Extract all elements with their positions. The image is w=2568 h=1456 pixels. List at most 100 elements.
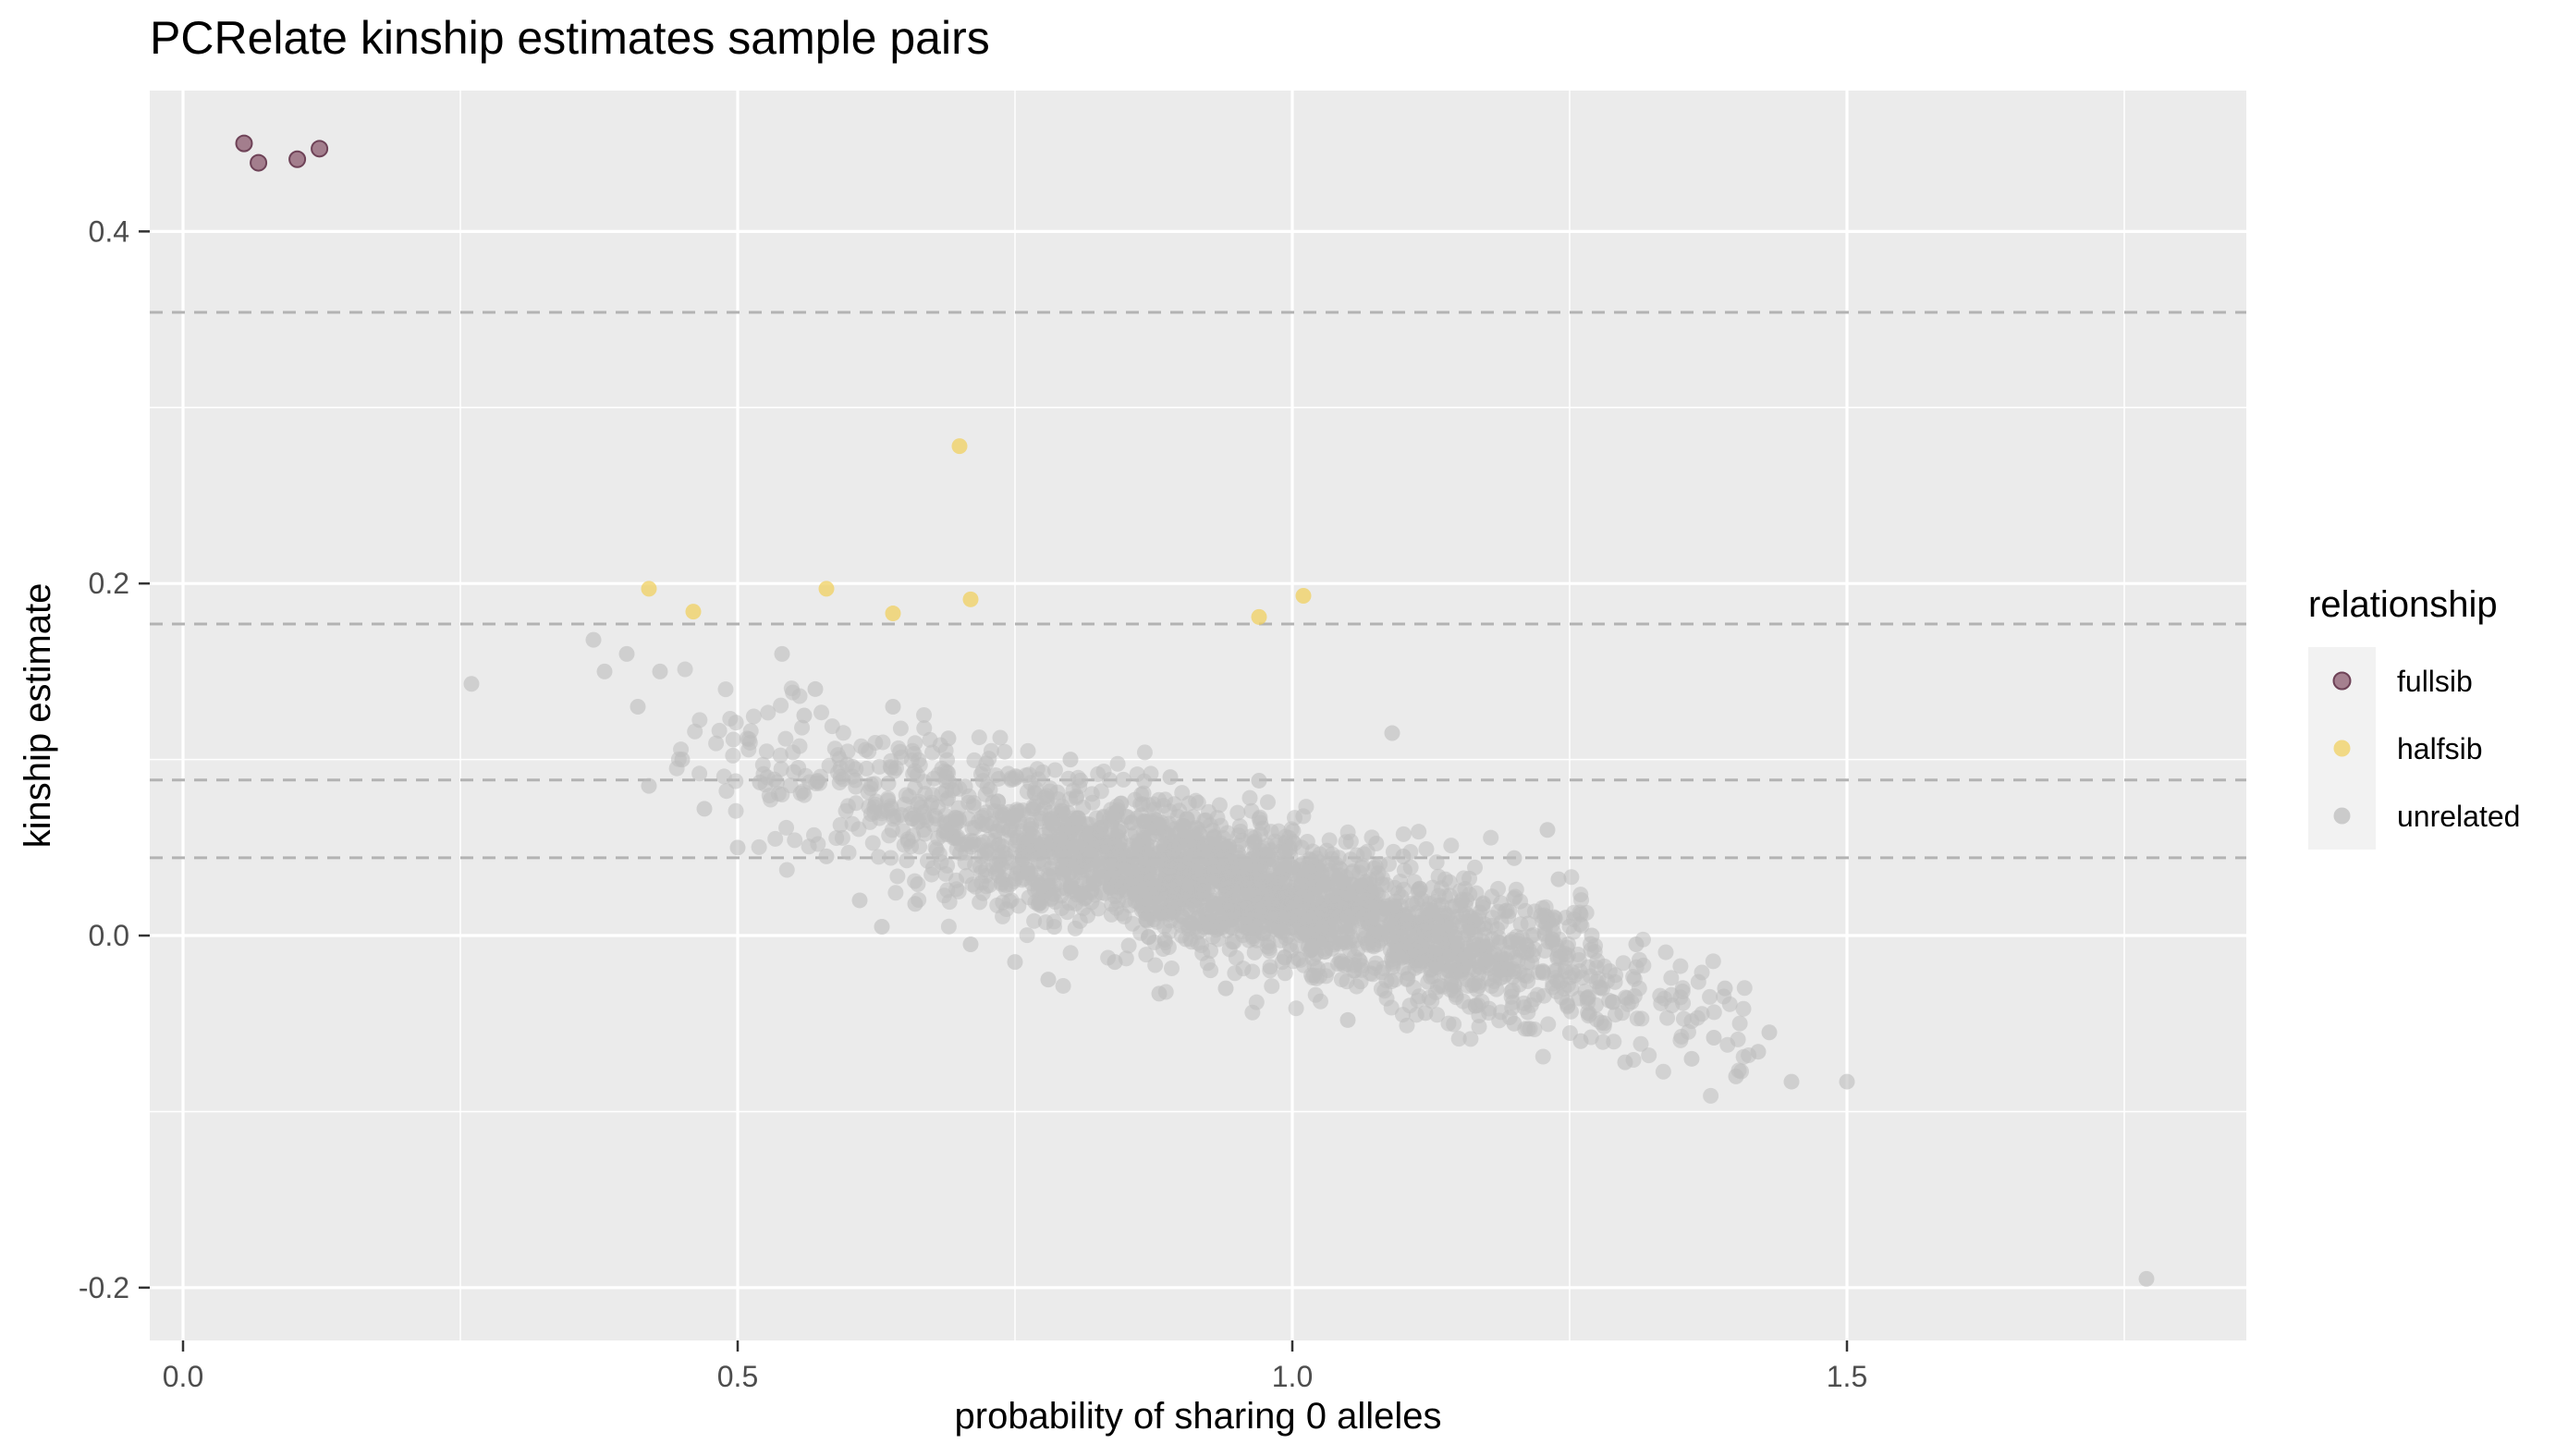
unrelated-cloud-point <box>1244 963 1261 980</box>
unrelated-cloud-point <box>1353 958 1370 974</box>
unrelated-point <box>1339 1011 1356 1028</box>
unrelated-cloud-point <box>1252 809 1268 826</box>
unrelated-cloud-point <box>1467 912 1484 928</box>
unrelated-cloud-point <box>1399 936 1415 953</box>
halfsib-point <box>951 438 968 455</box>
unrelated-cloud-point <box>1298 872 1315 888</box>
unrelated-cloud-point <box>1411 988 1427 1005</box>
unrelated-point <box>885 698 901 715</box>
unrelated-cloud-point <box>1109 893 1126 910</box>
unrelated-cloud-point <box>857 741 874 758</box>
unrelated-cloud-point <box>1192 850 1209 867</box>
fullsib-point <box>250 153 268 172</box>
unrelated-cloud-point <box>892 720 909 737</box>
unrelated-cloud-point <box>1141 929 1157 946</box>
unrelated-cloud-point <box>758 743 775 760</box>
unrelated-cloud-point <box>1524 947 1541 963</box>
unrelated-cloud-point <box>813 768 829 785</box>
unrelated-cloud-point <box>1633 1035 1649 1052</box>
unrelated-cloud-point <box>1253 879 1269 896</box>
unrelated-cloud-point <box>1003 770 1020 787</box>
unrelated-cloud-point <box>1216 877 1232 894</box>
unrelated-cloud-point <box>1481 1000 1498 1017</box>
unrelated-cloud-point <box>1042 780 1058 797</box>
unrelated-cloud-point <box>927 839 944 856</box>
unrelated-cloud-point <box>1544 917 1560 934</box>
unrelated-cloud-point <box>995 908 1011 924</box>
legend: relationship fullsib halfsib unrelated <box>2308 584 2520 850</box>
unrelated-cloud-point <box>715 768 732 785</box>
unrelated-cloud-point <box>1446 1016 1462 1033</box>
unrelated-cloud-point <box>1617 989 1633 1006</box>
unrelated-cloud-point <box>924 860 941 876</box>
unrelated-cloud-point <box>832 816 849 833</box>
unrelated-cloud-point <box>1107 837 1124 853</box>
unrelated-cloud-point <box>1545 975 1561 992</box>
unrelated-cloud-point <box>1540 1016 1557 1033</box>
unrelated-cloud-point <box>805 826 822 843</box>
unrelated-cloud-point <box>1274 954 1290 971</box>
unrelated-cloud-point <box>1229 804 1246 821</box>
legend-label-fullsib: fullsib <box>2397 665 2473 698</box>
unrelated-cloud-point <box>1735 1000 1752 1017</box>
unrelated-cloud-point <box>1178 931 1194 948</box>
unrelated-cloud-point <box>1657 944 1674 960</box>
unrelated-cloud-point <box>796 787 813 803</box>
unrelated-point <box>1506 850 1522 866</box>
unrelated-cloud-point <box>883 850 899 866</box>
unrelated-cloud-point <box>1456 957 1473 973</box>
unrelated-cloud-point <box>1731 1015 1748 1032</box>
unrelated-cloud-point <box>1571 951 1587 968</box>
unrelated-cloud-point <box>1450 1031 1467 1047</box>
unrelated-cloud-point <box>1355 846 1372 863</box>
unrelated-point <box>1728 1068 1744 1084</box>
unrelated-cloud-point <box>1437 934 1453 950</box>
unrelated-cloud-point <box>1705 953 1721 970</box>
unrelated-cloud-point <box>881 827 898 844</box>
unrelated-cloud-point <box>1404 897 1421 913</box>
unrelated-cloud-point <box>1405 948 1422 964</box>
unrelated-cloud-point <box>1559 950 1575 967</box>
legend-label-halfsib: halfsib <box>2397 732 2483 765</box>
unrelated-cloud-point <box>741 734 758 751</box>
unrelated-cloud-point <box>1314 919 1330 936</box>
unrelated-cloud-point <box>1351 905 1368 922</box>
unrelated-cloud-point <box>1504 999 1521 1016</box>
unrelated-cloud-point <box>1010 898 1027 914</box>
unrelated-cloud-point <box>1139 840 1156 857</box>
unrelated-point <box>1417 1005 1434 1022</box>
unrelated-cloud-point <box>791 688 808 704</box>
unrelated-cloud-point <box>1382 915 1399 932</box>
unrelated-point <box>1706 1029 1722 1046</box>
unrelated-cloud-point <box>974 763 991 779</box>
legend-label-unrelated: unrelated <box>2397 800 2520 833</box>
unrelated-cloud-point <box>1706 1004 1722 1021</box>
unrelated-cloud-point <box>1653 995 1669 1011</box>
unrelated-cloud-point <box>1557 963 1573 980</box>
unrelated-cloud-point <box>772 747 789 764</box>
unrelated-cloud-point <box>1506 963 1522 980</box>
unrelated-point <box>774 645 790 662</box>
unrelated-cloud-point <box>1395 826 1412 842</box>
unrelated-cloud-point <box>1103 857 1119 874</box>
unrelated-point <box>1783 1073 1800 1090</box>
unrelated-cloud-point <box>950 883 967 899</box>
unrelated-cloud-point <box>1561 1025 1578 1042</box>
unrelated-cloud-point <box>1271 857 1288 874</box>
unrelated-cloud-point <box>1201 913 1217 930</box>
unrelated-point <box>1683 1050 1700 1067</box>
unrelated-cloud-point <box>813 704 830 721</box>
unrelated-point <box>874 919 890 936</box>
x-tick-label: 1.5 <box>1827 1360 1867 1393</box>
unrelated-cloud-point <box>1683 1013 1700 1030</box>
unrelated-cloud-point <box>1147 957 1164 973</box>
unrelated-cloud-point <box>1424 993 1440 1009</box>
y-axis: -0.2 0.0 0.2 0.4 <box>79 214 150 1304</box>
unrelated-cloud-point <box>996 862 1012 878</box>
unrelated-point <box>1040 972 1057 988</box>
unrelated-cloud-point <box>1141 797 1157 814</box>
unrelated-cloud-point <box>1428 912 1445 929</box>
unrelated-cloud-point <box>1221 941 1238 958</box>
y-tick-label: -0.2 <box>79 1271 129 1304</box>
unrelated-cloud-point <box>840 844 857 861</box>
